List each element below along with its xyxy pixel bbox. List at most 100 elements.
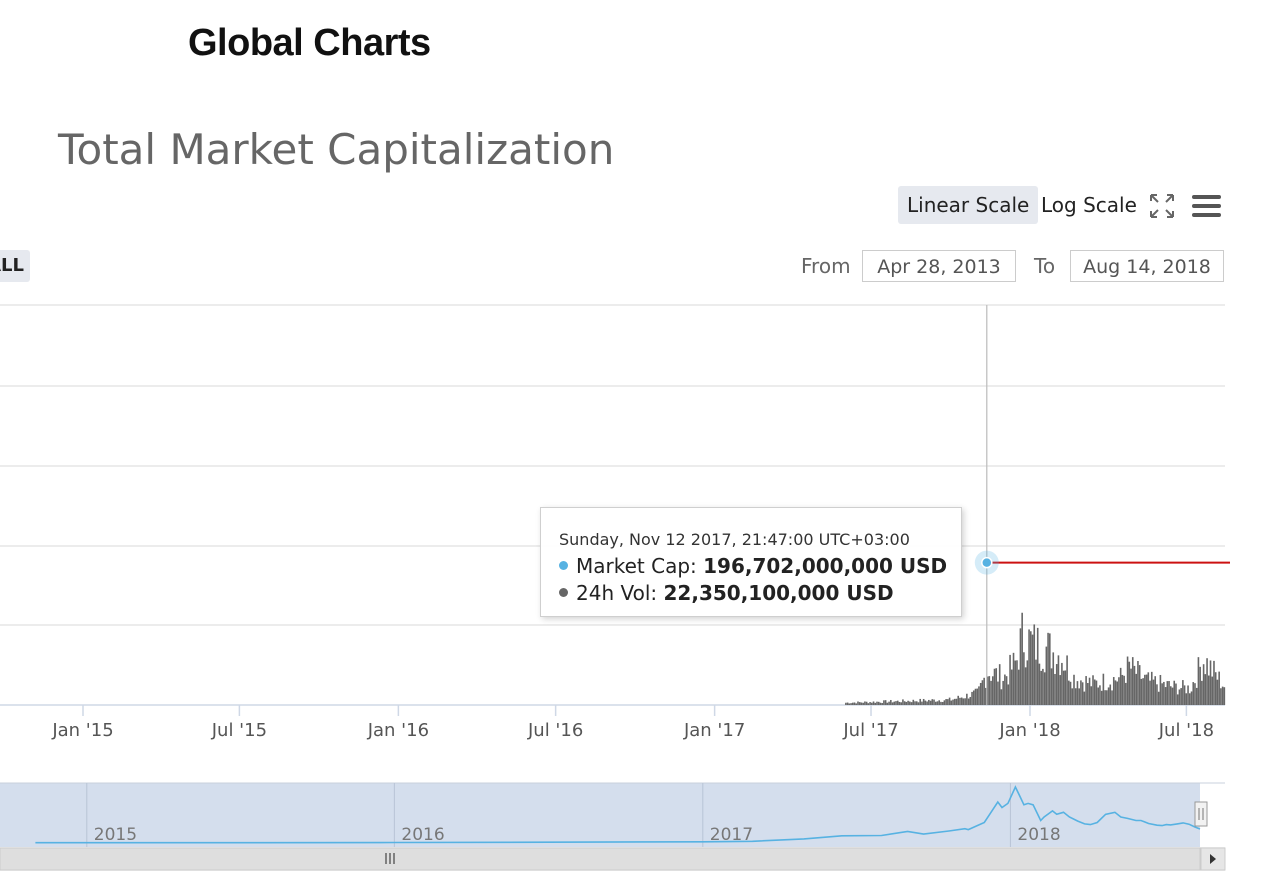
volume-bar [953,698,956,705]
hamburger-menu-icon[interactable] [1190,192,1222,220]
volume-bar [877,701,880,705]
volume-bar [919,698,922,705]
volume-bar [1178,689,1181,705]
volume-bar [1152,679,1155,705]
volume-bar [967,698,970,705]
volume-bar [1195,687,1198,705]
volume-bar [1028,629,1030,705]
volume-bar [1069,681,1072,705]
volume-bar [1211,676,1214,705]
volume-bar [922,698,925,705]
volume-bar [929,700,932,705]
to-date-input[interactable]: Aug 14, 2018 [1070,250,1224,282]
volume-bar [1106,690,1108,705]
volume-bar [941,702,944,705]
volume-bar [883,700,885,705]
volume-bar [917,702,920,705]
volume-bar [1150,671,1153,705]
volume-bar [1144,674,1146,705]
volume-bar [1147,672,1150,705]
volume-bar [1068,680,1070,705]
volume-bar [1112,677,1115,705]
volume-bar [1026,660,1029,705]
volume-bar [1007,684,1010,705]
volume-bar [1049,633,1051,705]
volume-bar [871,702,873,705]
tooltip-volume-label: 24h Vol: [576,581,658,605]
volume-bar [1142,678,1144,705]
volume-bar [1163,681,1165,705]
volume-bar [1104,690,1106,705]
volume-bar [862,702,864,705]
volume-bar [990,680,992,705]
navigator[interactable]: 2015 2016 2017 2018 [0,782,1226,871]
range-all-button[interactable]: ALL [0,250,30,282]
volume-bar [1187,685,1189,705]
tooltip-date: Sunday, Nov 12 2017, 21:47:00 UTC+03:00 [559,530,910,549]
volume-bar [1159,674,1162,705]
volume-bar [857,701,859,705]
volume-bar [981,680,984,705]
volume-bar [1182,680,1184,705]
volume-bar [1171,687,1174,705]
volume-bar [1092,675,1094,705]
volume-bar [1054,673,1056,705]
volume-bar [1085,676,1087,705]
volume-bar [1066,655,1068,705]
volume-bar [979,682,982,705]
volume-bar [845,702,847,705]
volume-series [845,612,1226,705]
volume-bar [1035,659,1037,705]
volume-bar [1201,680,1203,705]
volume-bar [1202,664,1205,705]
volume-bar [1206,658,1208,705]
volume-bar [950,700,953,705]
volume-bar [1121,674,1124,705]
volume-bar [1073,674,1075,705]
volume-bar [933,699,935,705]
volume-bar [1081,682,1084,705]
volume-bar [934,701,937,705]
volume-bar [1175,683,1177,705]
volume-bar [1213,660,1215,705]
volume-bar [931,699,934,705]
volume-bar [884,700,887,705]
volume-bar [1057,655,1060,705]
from-date-input[interactable]: Apr 28, 2013 [862,250,1016,282]
volume-bar [886,702,889,705]
volume-bar [1138,665,1141,705]
volume-bar [1145,674,1148,705]
volume-bar [1214,672,1217,705]
volume-bar [1100,690,1103,705]
volume-bar [959,697,961,705]
volume-bar [985,687,987,705]
linear-scale-button[interactable]: Linear Scale [898,186,1039,224]
tooltip-volume-row: 24h Vol: 22,350,100,000 USD [559,580,961,607]
volume-bar [1061,662,1063,705]
volume-bar [860,702,863,705]
volume-bar [1031,634,1034,705]
volume-bar [1118,677,1120,705]
volume-bar [947,699,949,705]
volume-bar [1093,679,1096,705]
volume-bar [1088,677,1091,705]
x-tick-label: Jan '17 [683,720,745,741]
volume-bar [1216,679,1219,705]
volume-bar [998,664,1001,705]
x-tick-label: Jan '15 [51,720,113,741]
log-scale-button[interactable]: Log Scale [1041,193,1137,217]
volume-bar [1126,656,1129,705]
volume-bar [864,701,866,705]
fullscreen-icon[interactable] [1148,192,1176,220]
volume-bar [962,698,965,705]
volume-bar [1059,675,1061,705]
volume-bar [1014,660,1017,705]
volume-bar [1083,691,1086,705]
volume-bar [957,695,960,705]
volume-bar [1164,687,1167,705]
volume-bar [983,677,985,705]
volume-bar [1090,686,1093,705]
volume-bar [1004,674,1006,705]
volume-bar [1000,689,1003,705]
